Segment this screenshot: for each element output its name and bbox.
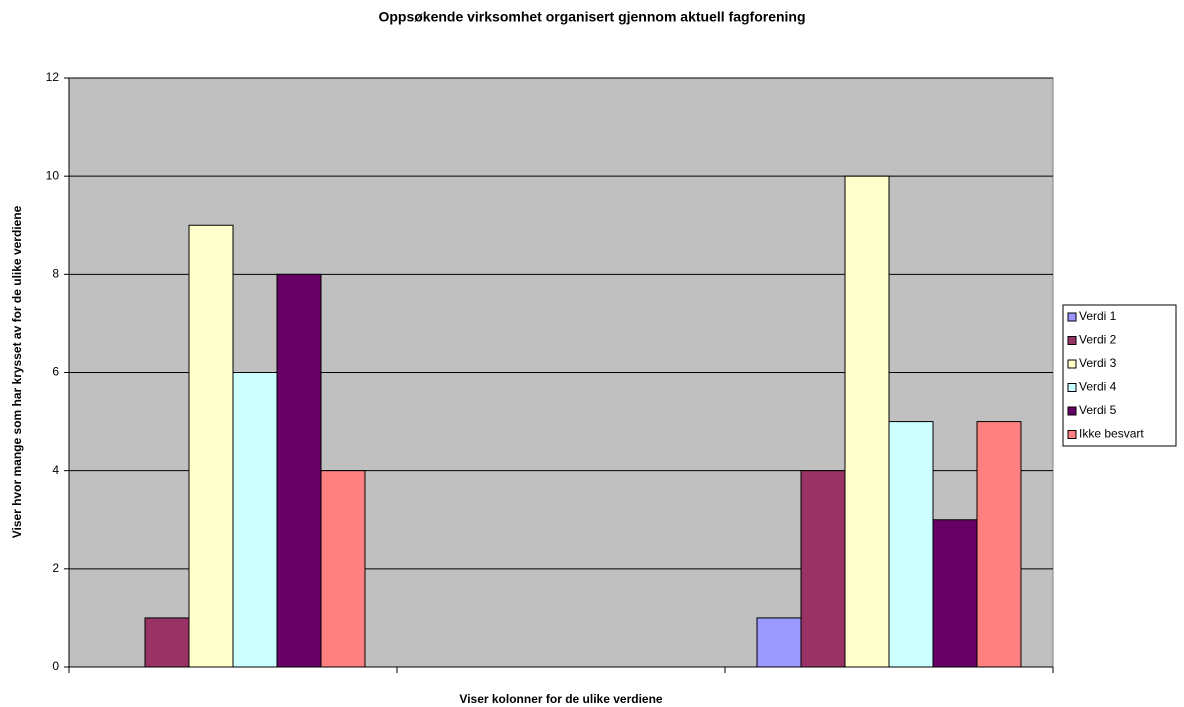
bar — [888, 421, 934, 668]
bar — [276, 273, 322, 668]
bar — [188, 224, 234, 668]
legend-label: Verdi 2 — [1079, 333, 1117, 347]
legend-label: Verdi 4 — [1079, 380, 1117, 394]
legend-label: Verdi 3 — [1079, 356, 1117, 370]
bar — [232, 372, 278, 668]
bar — [932, 519, 978, 668]
bar — [976, 421, 1022, 668]
legend-label: Verdi 5 — [1079, 403, 1117, 417]
bar — [756, 617, 802, 668]
y-tick-label: 12 — [46, 70, 60, 84]
legend-swatch — [1067, 336, 1077, 345]
y-axis-label: Viser hvor mange som har krysset av for … — [10, 205, 24, 538]
legend-label: Verdi 1 — [1079, 309, 1117, 323]
bar — [144, 617, 190, 668]
y-tick-label: 2 — [52, 561, 59, 575]
bar — [320, 470, 366, 668]
chart-title: Oppsøkende virksomhet organisert gjennom… — [378, 9, 805, 25]
y-tick-label: 8 — [52, 267, 59, 281]
y-tick-label: 0 — [52, 659, 59, 673]
y-tick-label: 4 — [52, 463, 59, 477]
y-tick-label: 10 — [46, 168, 60, 182]
legend-label: Ikke besvart — [1079, 427, 1144, 441]
legend-swatch — [1067, 383, 1077, 392]
bar — [844, 175, 890, 668]
y-tick-label: 6 — [52, 365, 59, 379]
bar — [800, 470, 846, 668]
legend-swatch — [1067, 312, 1077, 322]
legend-swatch — [1067, 406, 1077, 416]
x-axis-label: Viser kolonner for de ulike verdiene — [459, 692, 663, 706]
legend-box — [1062, 304, 1177, 447]
legend-swatch — [1067, 359, 1077, 369]
legend-swatch — [1067, 430, 1077, 439]
